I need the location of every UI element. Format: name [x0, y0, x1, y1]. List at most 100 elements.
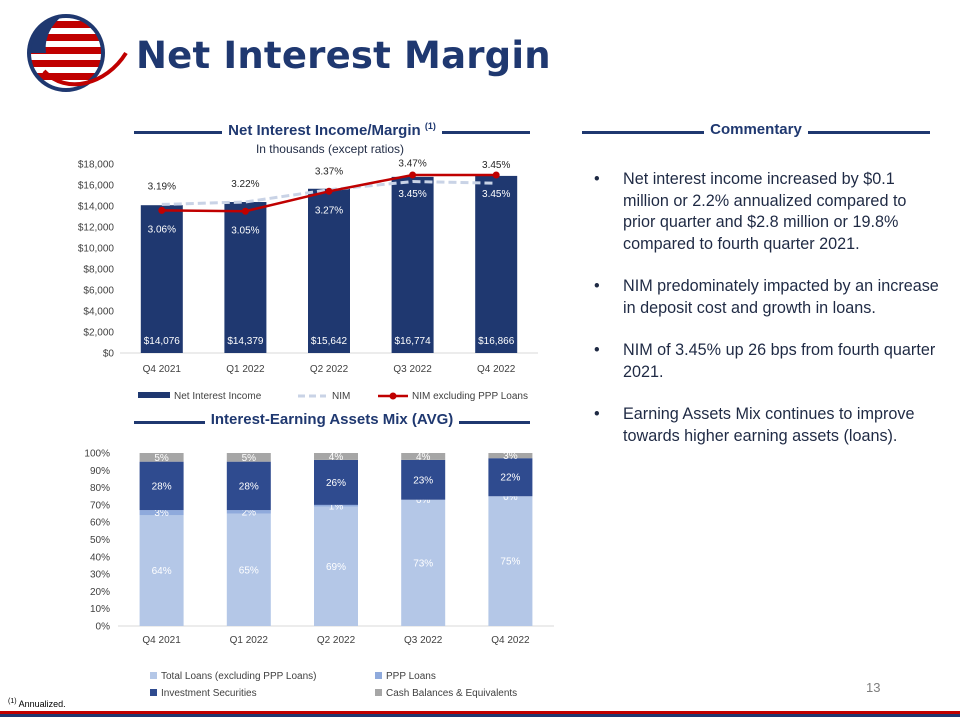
- page-number: 13: [866, 680, 881, 695]
- ppp-loans-segment-label: 0%: [416, 495, 431, 506]
- nim-excluding-ppp-value-label: 3.05%: [231, 225, 259, 236]
- nii-bar-value-label: $14,379: [227, 336, 264, 347]
- nim-value-label: 3.45%: [482, 160, 510, 171]
- nim-excluding-ppp-value-label: 3.06%: [148, 224, 176, 235]
- y-tick-label: $18,000: [78, 160, 115, 171]
- y-tick-label: $10,000: [78, 244, 115, 255]
- nim-excluding-ppp-point: [158, 206, 166, 214]
- loans-segment: [226, 513, 271, 626]
- y-tick-label: 0%: [96, 622, 111, 633]
- legend-marker-nim-excluding-ppp: [389, 392, 397, 400]
- legend-swatch: [375, 672, 382, 679]
- cash-segment: [314, 453, 358, 460]
- ppp-loans-segment: [139, 510, 184, 516]
- mix-chart-title: Interest-Earning Assets Mix (AVG): [204, 411, 460, 428]
- page-title: Net Interest Margin: [136, 34, 551, 77]
- legend-label: PPP Loans: [386, 671, 436, 682]
- loans-segment: [314, 506, 358, 626]
- nim-value-label: 3.47%: [398, 159, 426, 170]
- x-tick-label: Q1 2022: [226, 364, 265, 375]
- investment-securities-segment-label: 23%: [413, 475, 433, 486]
- commentary-title: Commentary: [704, 121, 808, 138]
- y-tick-label: $4,000: [83, 307, 114, 318]
- nii-bar-value-label: $14,076: [144, 336, 181, 347]
- y-tick-label: 30%: [90, 570, 110, 581]
- investment-securities-segment: [314, 459, 358, 505]
- loans-segment: [139, 515, 184, 626]
- y-tick-label: 50%: [90, 535, 110, 546]
- commentary-item: • Earning Assets Mix continues to improve…: [594, 405, 915, 445]
- nii-bar: [391, 176, 434, 353]
- y-tick-label: $12,000: [78, 223, 115, 234]
- x-tick-label: Q2 2022: [310, 364, 349, 375]
- loans-segment-label: 64%: [152, 566, 172, 577]
- commentary-list: • Net interest income increased by $0.1 m…: [594, 169, 940, 468]
- cash-segment-label: 4%: [416, 452, 431, 463]
- y-tick-label: $6,000: [83, 286, 114, 297]
- footnote-marker: (1): [8, 698, 17, 705]
- legend-label: NIM excluding PPP Loans: [412, 391, 528, 402]
- loans-segment-label: 75%: [500, 557, 520, 568]
- ppp-loans-segment-label: 3%: [154, 508, 169, 519]
- loans-segment-label: 73%: [413, 558, 433, 569]
- ppp-loans-segment-label: 1%: [329, 501, 344, 512]
- y-tick-label: $8,000: [83, 265, 114, 276]
- nii-bar: [224, 202, 267, 353]
- investment-securities-segment-label: 26%: [326, 478, 346, 489]
- nim-excluding-ppp-point: [492, 171, 500, 179]
- y-tick-label: 10%: [90, 604, 110, 615]
- nii-chart-title: Net Interest Income/Margin: [228, 122, 421, 139]
- cash-segment: [226, 453, 271, 462]
- nii-bar-value-label: $15,642: [311, 336, 348, 347]
- bullet-icon: •: [594, 341, 600, 359]
- x-tick-label: Q3 2022: [404, 635, 443, 646]
- cash-segment: [401, 453, 446, 460]
- investment-securities-segment: [401, 459, 446, 500]
- ppp-loans-segment-label: 2%: [242, 507, 257, 518]
- bullet-icon: •: [594, 277, 600, 295]
- nim-excluding-ppp-value-label: 3.27%: [315, 205, 343, 216]
- y-tick-label: $14,000: [78, 202, 115, 213]
- legend-label: Investment Securities: [161, 688, 257, 699]
- nii-bar: [475, 175, 518, 353]
- nii-bar: [308, 188, 350, 353]
- y-tick-label: 70%: [90, 500, 110, 511]
- x-tick-label: Q4 2021: [142, 635, 181, 646]
- commentary-item: • NIM of 3.45% up 26 bps from fourth quar…: [594, 341, 936, 381]
- legend-label: Total Loans (excluding PPP Loans): [161, 671, 316, 682]
- commentary-section-header: Commentary: [582, 121, 930, 143]
- bullet-icon: •: [594, 170, 600, 188]
- y-tick-label: $0: [103, 349, 115, 360]
- cash-segment: [139, 453, 184, 462]
- nii-chart-subtitle: In thousands (except ratios): [255, 142, 405, 156]
- ppp-loans-segment-label: 0%: [503, 492, 518, 503]
- y-tick-label: $2,000: [83, 328, 114, 339]
- cash-segment-label: 5%: [242, 453, 257, 464]
- bottom-accent-bar: [0, 711, 960, 717]
- company-logo: [27, 14, 128, 92]
- loans-segment: [401, 499, 446, 626]
- loans-segment-label: 69%: [326, 562, 346, 573]
- cash-segment: [488, 453, 533, 459]
- y-tick-label: 40%: [90, 552, 110, 563]
- x-tick-label: Q4 2022: [477, 364, 516, 375]
- footnote: (1) Annualized.: [8, 698, 66, 709]
- nii-bar-value-label: $16,866: [478, 336, 515, 347]
- x-tick-label: Q1 2022: [230, 635, 269, 646]
- x-tick-label: Q4 2022: [491, 635, 530, 646]
- commentary-item: • Net interest income increased by $0.1 m…: [594, 170, 907, 253]
- legend-swatch-net-interest-income: [138, 392, 170, 398]
- nim-value-label: 3.22%: [231, 179, 259, 190]
- loans-segment: [488, 496, 533, 626]
- y-tick-label: $16,000: [78, 181, 115, 192]
- legend-label: Net Interest Income: [174, 391, 262, 402]
- nim-excluding-ppp-point: [409, 171, 417, 179]
- legend-swatch: [375, 689, 382, 696]
- investment-securities-segment-label: 22%: [500, 473, 520, 484]
- legend-label: Cash Balances & Equivalents: [386, 688, 517, 699]
- interest-earning-assets-mix-chart: 0% 10% 20% 30% 40% 50% 60% 70% 80% 90% 100% 64% 3% 28…: [84, 449, 554, 699]
- ppp-loans-segment: [314, 504, 358, 507]
- footnote-text: Annualized.: [18, 699, 66, 709]
- cash-segment-label: 3%: [503, 451, 518, 462]
- nii-bar-value-label: $16,774: [395, 336, 432, 347]
